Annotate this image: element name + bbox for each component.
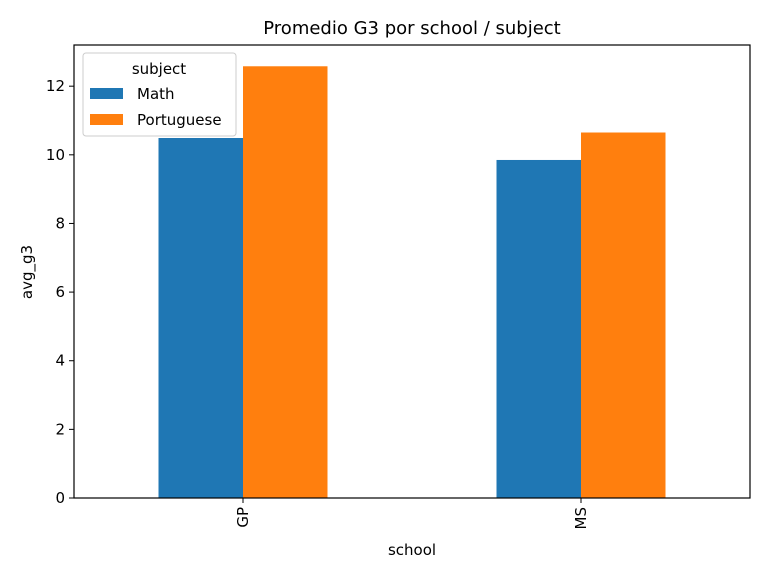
legend-swatch-math [90, 88, 123, 99]
plot-frame [73, 44, 751, 499]
legend-label-math: Math [137, 85, 175, 103]
chart-title: Promedio G3 por school / subject [263, 18, 560, 39]
y-tick-label: 2 [55, 420, 65, 438]
legend-label-portuguese: Portuguese [137, 111, 222, 129]
x-axis: GP MS [234, 498, 590, 529]
bar-gp-portuguese [243, 66, 328, 498]
y-tick-label: 12 [46, 77, 65, 95]
legend: subject Math Portuguese [82, 52, 237, 137]
bars-group [158, 66, 666, 499]
bar-ms-math [496, 159, 581, 498]
bar-gp-math [158, 138, 243, 499]
y-axis: 0 2 4 6 8 10 12 [46, 77, 74, 507]
y-tick-label: 6 [55, 283, 65, 301]
y-axis-label: avg_g3 [18, 245, 37, 299]
x-tick-label: GP [234, 507, 252, 528]
bar-ms-portuguese [581, 132, 666, 499]
y-tick-label: 10 [46, 146, 65, 164]
y-tick-label: 0 [55, 489, 65, 507]
x-tick-label: MS [572, 507, 590, 529]
x-axis-label: school [388, 541, 436, 559]
legend-swatch-portuguese [90, 114, 123, 125]
y-tick-label: 8 [55, 214, 65, 232]
legend-title: subject [132, 60, 186, 78]
y-tick-label: 4 [55, 352, 65, 370]
